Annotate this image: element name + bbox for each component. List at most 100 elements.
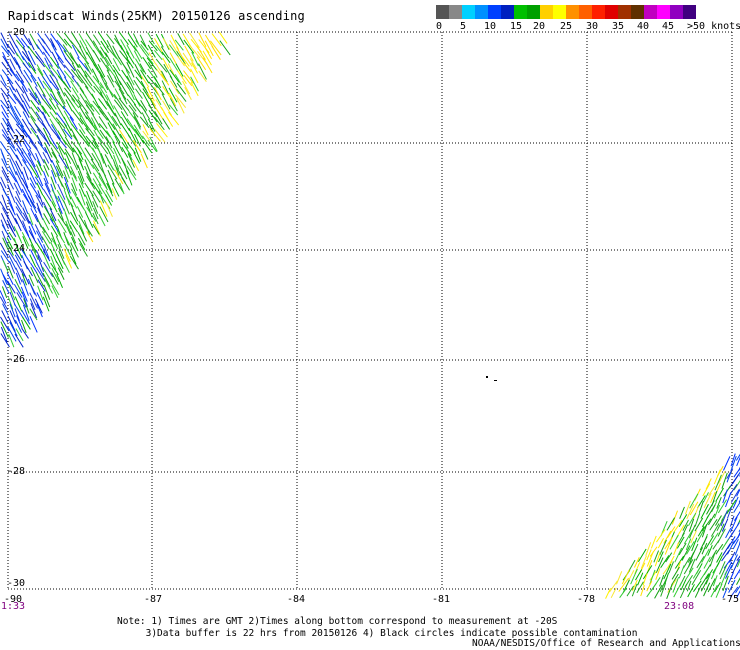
wind-vector [43,244,50,259]
wind-vector [15,267,23,283]
wind-vector [56,32,68,46]
wind-vector [106,147,114,160]
wind-vector [21,147,31,162]
wind-vector [712,539,720,550]
wind-vector [37,255,45,272]
wind-vector [127,39,137,52]
wind-vector [8,249,17,263]
wind-vector [176,70,187,85]
wind-vector [0,326,8,343]
wind-vector [189,58,197,70]
wind-vector [98,105,109,120]
wind-vector [148,52,157,65]
wind-vector [30,303,38,319]
wind-vector [120,39,130,55]
wind-vector [673,582,682,598]
lat-label-20s: -20 [7,27,26,38]
wind-vector [133,124,144,140]
wind-vector [713,504,721,519]
wind-vector [686,580,692,592]
wind-vector [2,260,9,273]
wind-vector [719,564,728,580]
wind-vector [92,34,101,46]
wind-vector [78,220,85,235]
legend-label-20: 20 [533,21,546,32]
wind-vector [56,39,67,53]
wind-vector [15,206,26,222]
wind-vector [93,63,104,78]
wind-vector [183,39,195,54]
wind-vector [15,328,24,342]
wind-vector [736,559,740,568]
wind-vector [99,57,110,72]
wind-vector [77,57,90,72]
wind-vector [730,453,736,467]
wind-vector [174,94,187,108]
wind-vector [0,242,9,258]
wind-vector [70,170,78,182]
wind-vector [64,136,75,153]
wind-vector [0,99,10,112]
wind-vector [202,50,212,66]
wind-vector [0,316,10,332]
legend-label-45: 45 [662,21,675,32]
wind-vector [141,112,149,126]
wind-vector [142,135,150,147]
wind-vector [686,503,695,520]
lat-label-24s: -24 [7,243,26,254]
wind-vector [30,106,40,120]
wind-vector [618,577,630,592]
wind-vector [106,69,114,83]
legend-label-15: 15 [510,21,523,32]
wind-vector [685,538,692,551]
wind-vector [169,98,178,112]
wind-vector [610,587,617,599]
wind-vector [22,212,30,224]
wind-vector [36,272,45,287]
wind-vector [49,64,61,79]
wind-vector [63,248,71,262]
wind-vector [662,560,673,575]
wind-vector [701,524,708,538]
wind-vector [706,500,715,515]
wind-vector [679,583,688,599]
wind-vector-field [0,31,740,599]
wind-vector [91,56,100,71]
wind-vector [106,46,118,59]
wind-vector [50,280,60,296]
wind-vector [98,116,108,129]
wind-vector [48,98,57,110]
wind-vector [7,49,18,65]
wind-vector [710,532,719,546]
wind-vector [64,76,72,89]
wind-vector [7,243,14,256]
wind-vector [57,183,66,200]
wind-vector [209,40,222,56]
wind-vector [34,298,43,314]
wind-vector [13,249,22,261]
wind-vector [71,87,80,100]
wind-vector [154,110,163,125]
wind-vector [28,148,37,161]
wind-vector [736,555,740,561]
wind-vector [23,298,30,314]
wind-vector [41,266,53,283]
wind-vector [62,44,73,59]
wind-vector [656,529,666,543]
wind-vector [71,69,83,84]
wind-vector [142,139,153,154]
wind-vector [609,580,618,593]
wind-vector [42,151,50,164]
wind-vector [154,82,165,96]
wind-vector [660,582,667,597]
wind-vector [30,262,38,274]
wind-vector [21,232,30,247]
wind-vector [148,61,158,78]
wind-vector [637,572,644,586]
map-credit: NOAA/NESDIS/Office of Research and Appli… [472,638,740,649]
wind-vector [50,195,57,207]
wind-vector [7,136,16,149]
wind-vector [49,218,59,233]
wind-vector [23,69,33,83]
wind-vector [92,223,100,235]
